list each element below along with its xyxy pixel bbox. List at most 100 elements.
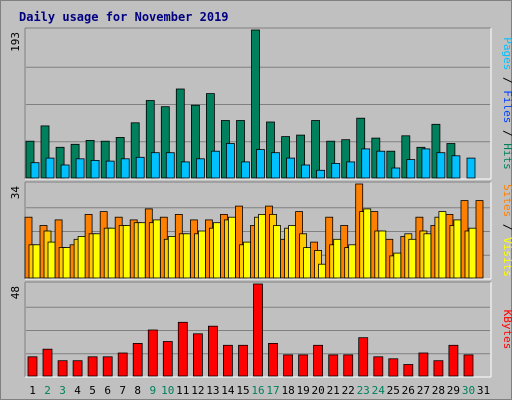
bar-visits-5 bbox=[92, 233, 101, 279]
bar-kbytes-27 bbox=[418, 352, 429, 377]
bar-kbytes-29 bbox=[448, 344, 459, 377]
bar-kbytes-20 bbox=[313, 344, 324, 377]
bar-visits-13 bbox=[212, 222, 221, 279]
day-label-31: 31 bbox=[477, 384, 490, 397]
bar-kbytes-4 bbox=[72, 360, 83, 377]
bar-files-14 bbox=[225, 143, 235, 179]
bar-files-2 bbox=[45, 157, 55, 179]
bar-kbytes-15 bbox=[238, 344, 248, 377]
bar-hits-10 bbox=[160, 106, 170, 179]
bar-files-1 bbox=[30, 162, 40, 179]
legend-hits-files: Pages / Files / Hits bbox=[501, 37, 512, 170]
bar-kbytes-2 bbox=[42, 348, 53, 377]
bar-files-3 bbox=[60, 164, 70, 179]
bar-files-27 bbox=[421, 148, 431, 179]
bar-files-18 bbox=[286, 157, 296, 179]
legend-label-part: / bbox=[501, 123, 512, 143]
day-label-21: 21 bbox=[327, 384, 340, 397]
bar-kbytes-5 bbox=[87, 356, 98, 377]
day-label-16: 16 bbox=[251, 384, 264, 397]
bar-hits-5 bbox=[85, 139, 95, 179]
bar-visits-12 bbox=[197, 230, 206, 279]
legend-label-part: Files bbox=[501, 90, 512, 123]
bar-files-8 bbox=[135, 156, 145, 179]
bar-kbytes-11 bbox=[177, 321, 188, 377]
bar-hits-26 bbox=[401, 135, 411, 179]
bar-visits-21 bbox=[333, 238, 342, 279]
bar-pages-31 bbox=[475, 200, 484, 279]
legend-label-part: / bbox=[501, 217, 512, 237]
bar-files-26 bbox=[406, 159, 416, 179]
bar-hits-23 bbox=[356, 117, 366, 179]
bar-hits-11 bbox=[175, 88, 185, 179]
legend-pages-sites-visits: Sites / Visits bbox=[501, 184, 512, 277]
day-label-4: 4 bbox=[74, 384, 81, 397]
bar-visits-19 bbox=[303, 247, 312, 279]
bar-visits-2 bbox=[47, 241, 56, 279]
bar-files-6 bbox=[105, 160, 115, 179]
bar-kbytes-16 bbox=[253, 283, 263, 377]
bar-kbytes-22 bbox=[343, 354, 354, 377]
bar-files-24 bbox=[376, 150, 386, 179]
legend-label-part: Pages bbox=[501, 37, 512, 70]
bar-kbytes-28 bbox=[433, 360, 444, 377]
bar-visits-22 bbox=[348, 244, 357, 279]
day-label-10: 10 bbox=[161, 384, 174, 397]
bar-hits-12 bbox=[190, 104, 200, 179]
bar-hits-28 bbox=[431, 123, 441, 179]
day-label-24: 24 bbox=[372, 384, 386, 397]
bar-visits-15 bbox=[243, 241, 251, 279]
day-label-7: 7 bbox=[119, 384, 126, 397]
bar-visits-7 bbox=[122, 225, 131, 279]
bar-kbytes-6 bbox=[102, 356, 113, 377]
bar-visits-30 bbox=[468, 227, 477, 279]
bar-kbytes-14 bbox=[222, 344, 233, 377]
bar-kbytes-12 bbox=[192, 333, 203, 377]
bar-files-30 bbox=[466, 157, 476, 179]
bar-files-19 bbox=[301, 164, 311, 179]
bar-kbytes-8 bbox=[132, 342, 143, 377]
day-label-2: 2 bbox=[44, 384, 51, 397]
bar-kbytes-13 bbox=[207, 325, 218, 377]
bar-visits-29 bbox=[453, 219, 462, 279]
bar-kbytes-18 bbox=[283, 354, 294, 377]
bar-visits-14 bbox=[227, 216, 236, 279]
bar-kbytes-3 bbox=[57, 360, 68, 377]
bar-visits-18 bbox=[288, 225, 297, 279]
bar-files-9 bbox=[150, 152, 160, 179]
y-max-label-kbytes: 48 bbox=[9, 286, 22, 299]
bar-visits-8 bbox=[137, 222, 146, 279]
bar-kbytes-24 bbox=[373, 356, 384, 377]
bar-files-25 bbox=[391, 167, 401, 179]
day-label-14: 14 bbox=[221, 384, 235, 397]
day-label-26: 26 bbox=[402, 384, 415, 397]
day-label-23: 23 bbox=[357, 384, 370, 397]
day-label-12: 12 bbox=[191, 384, 204, 397]
day-label-8: 8 bbox=[134, 384, 141, 397]
bar-visits-28 bbox=[438, 211, 447, 279]
bar-kbytes-23 bbox=[358, 337, 369, 377]
bar-kbytes-17 bbox=[268, 342, 278, 377]
bar-files-15 bbox=[241, 161, 250, 179]
day-label-22: 22 bbox=[342, 384, 355, 397]
bar-hits-16 bbox=[251, 29, 260, 179]
day-label-5: 5 bbox=[89, 384, 96, 397]
bar-kbytes-10 bbox=[162, 341, 173, 377]
day-label-30: 30 bbox=[462, 384, 475, 397]
bar-hits-19 bbox=[296, 134, 306, 179]
bar-hits-17 bbox=[266, 121, 275, 179]
bar-visits-1 bbox=[32, 244, 41, 279]
bar-files-17 bbox=[271, 152, 280, 179]
bar-files-7 bbox=[120, 158, 130, 179]
day-label-18: 18 bbox=[281, 384, 294, 397]
day-label-1: 1 bbox=[29, 384, 36, 397]
bar-visits-20 bbox=[318, 263, 327, 279]
bar-visits-10 bbox=[167, 236, 176, 279]
bar-files-12 bbox=[195, 158, 205, 179]
bar-hits-2 bbox=[40, 125, 50, 179]
bar-visits-27 bbox=[423, 233, 432, 279]
bar-hits-25 bbox=[386, 150, 396, 179]
bar-hits-20 bbox=[311, 120, 321, 179]
